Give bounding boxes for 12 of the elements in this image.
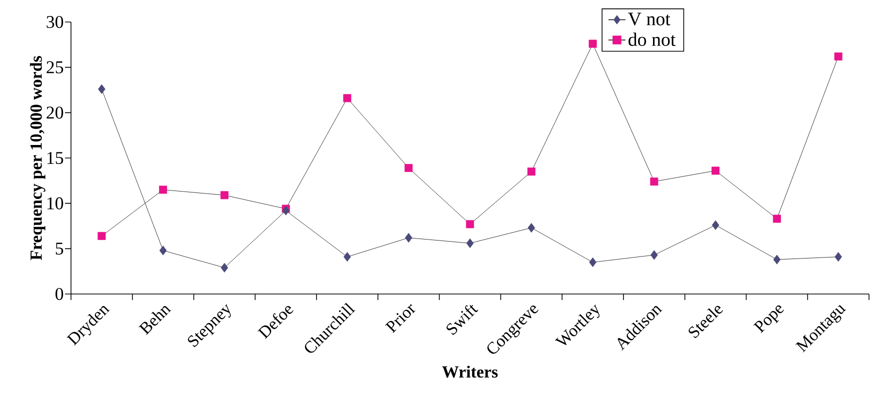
y-tick-label: 25: [46, 61, 64, 74]
y-tick-label: 0: [56, 288, 64, 300]
legend-label: do not: [628, 32, 676, 46]
y-tick-label: 15: [47, 152, 64, 164]
y-tick-label: 10: [47, 197, 64, 210]
x-axis-title: Writers: [442, 366, 498, 378]
y-tick-label: 30: [46, 16, 64, 28]
legend-label: V not: [628, 12, 670, 26]
y-tick-label: 5: [56, 242, 64, 255]
x-tick-label: Pope: [753, 305, 784, 334]
y-tick-label: 20: [46, 106, 64, 119]
y-axis-title: Frequency per 10,000 words: [30, 56, 46, 260]
